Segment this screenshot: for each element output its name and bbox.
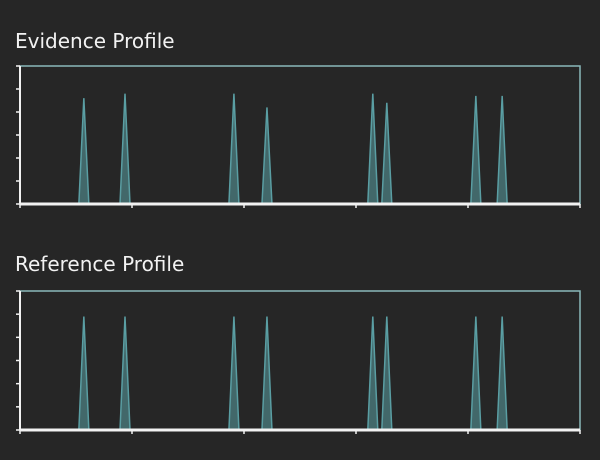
peak	[261, 107, 273, 205]
peak	[367, 316, 379, 431]
peak	[470, 316, 482, 431]
peak	[261, 316, 273, 431]
plot-frame	[19, 290, 581, 431]
chart-title: Evidence Profile	[15, 29, 175, 53]
peak	[367, 93, 379, 205]
plot-frame	[19, 65, 581, 205]
peak	[496, 316, 508, 431]
peak	[228, 316, 240, 431]
peak	[119, 93, 131, 205]
peak	[228, 93, 240, 205]
chart-title: Reference Profile	[15, 252, 184, 276]
peak	[78, 98, 90, 205]
peak	[496, 95, 508, 205]
peak	[78, 316, 90, 431]
peak	[470, 95, 482, 205]
peak	[381, 316, 393, 431]
peak	[119, 316, 131, 431]
peak	[381, 102, 393, 205]
